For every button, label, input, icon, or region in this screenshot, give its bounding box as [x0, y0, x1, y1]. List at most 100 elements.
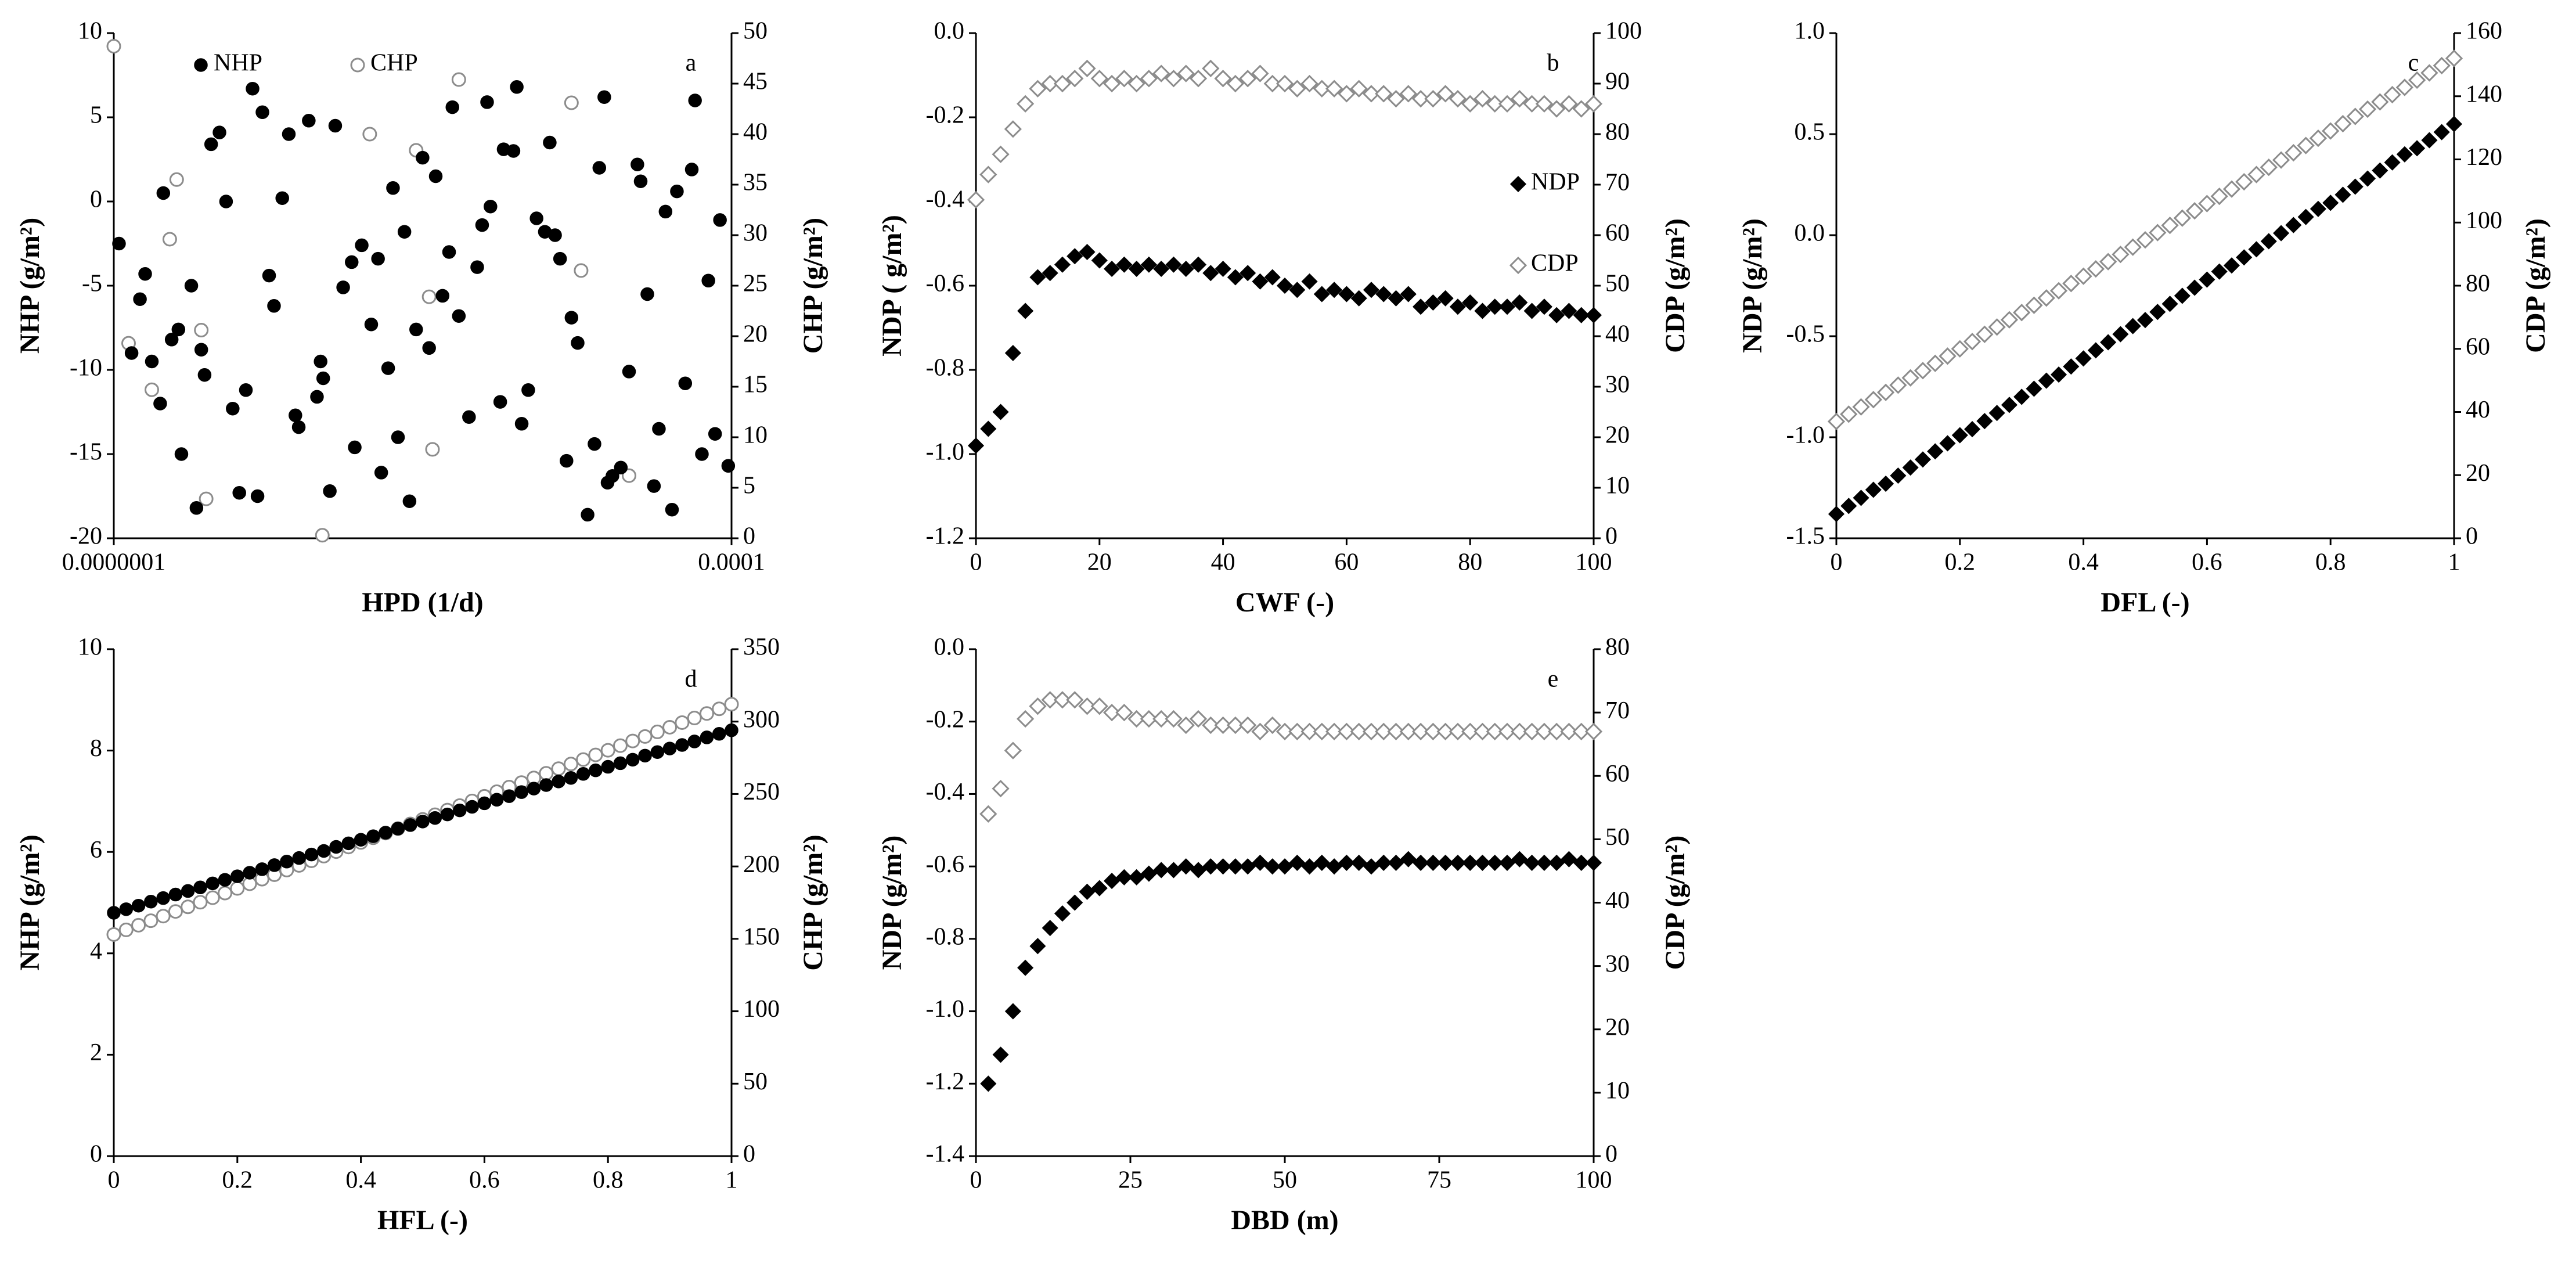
data-point	[1363, 858, 1380, 875]
x-tick-label: 25	[1118, 1167, 1143, 1194]
y-tick-label: 0.5	[1795, 119, 1825, 146]
data-point	[2445, 116, 2463, 132]
data-point	[2137, 312, 2154, 329]
data-point	[1264, 858, 1281, 875]
data-point	[416, 815, 430, 829]
data-point	[1889, 376, 1907, 394]
data-point	[665, 502, 679, 517]
data-point	[1988, 318, 2006, 336]
data-point	[521, 383, 535, 397]
data-point	[1890, 467, 1907, 484]
data-point	[1313, 80, 1331, 98]
data-point	[1523, 854, 1540, 871]
x-tick-label: 1	[726, 1167, 738, 1194]
y2-tick-label: 350	[743, 634, 780, 661]
y2-tick-label: 40	[1605, 887, 1630, 914]
data-point	[1214, 70, 1232, 88]
x-tick-label: 0.4	[345, 1167, 376, 1194]
data-point	[1079, 243, 1096, 261]
data-point	[574, 263, 589, 278]
data-point	[553, 251, 567, 266]
x-tick-label: 100	[1576, 549, 1612, 576]
data-point	[2409, 140, 2426, 157]
data-point	[2223, 257, 2240, 274]
data-point	[107, 906, 121, 920]
data-point	[2124, 318, 2141, 334]
x-tick-label: 100	[1576, 1167, 1612, 1194]
data-point	[2087, 260, 2105, 278]
data-point	[564, 311, 579, 325]
data-point	[1153, 862, 1170, 879]
panel: -1.2 -1.0 -0.8 -0.6 -0.4 -0.2 0.0 0 10 20 30 40 50 60…	[877, 18, 1691, 618]
data-point	[275, 191, 289, 205]
data-point	[428, 811, 442, 825]
data-point	[2384, 154, 2401, 171]
x-axis-title: HPD (1/d)	[362, 587, 483, 618]
data-point	[652, 422, 666, 436]
panel-label: b	[1547, 50, 1559, 77]
y-tick-label: -1.0	[1786, 422, 1825, 449]
data-point	[2222, 180, 2241, 198]
data-point	[1536, 298, 1552, 315]
data-point	[563, 757, 578, 772]
data-point	[1116, 256, 1133, 273]
data-point	[1313, 854, 1330, 871]
data-point	[1091, 252, 1108, 269]
data-point	[980, 420, 997, 437]
x-tick-label: 1	[2448, 549, 2460, 576]
x-axis-title: DFL (-)	[2101, 587, 2189, 618]
data-point	[2013, 388, 2030, 405]
data-point	[658, 204, 673, 219]
legend-label: CHP	[370, 50, 418, 77]
data-point	[539, 778, 553, 792]
data-point	[119, 902, 134, 916]
x-axis-title: HFL (-)	[377, 1205, 468, 1236]
data-point	[1498, 722, 1516, 740]
data-point	[589, 763, 603, 778]
data-point	[1177, 64, 1195, 82]
data-point	[2272, 151, 2290, 169]
data-point	[1572, 100, 1590, 118]
data-point	[1876, 383, 1895, 401]
data-point	[328, 118, 343, 133]
data-point	[622, 468, 637, 483]
data-point	[712, 701, 727, 717]
data-point	[1226, 716, 1245, 735]
data-point	[1004, 344, 1021, 362]
data-point	[1004, 120, 1022, 138]
legend-label: NHP	[214, 50, 262, 77]
data-point	[2161, 217, 2179, 235]
panel-label: a	[686, 50, 697, 77]
data-point	[1276, 277, 1294, 294]
data-point	[637, 729, 653, 744]
data-point	[2074, 267, 2092, 285]
data-point	[622, 365, 636, 379]
data-point	[1828, 506, 1845, 523]
y2-tick-label: 50	[743, 1068, 768, 1095]
data-point	[250, 489, 265, 503]
y-tick-label: 0	[90, 1141, 102, 1168]
data-point	[1363, 282, 1380, 298]
data-point	[1226, 74, 1245, 93]
data-point	[477, 796, 492, 811]
legend-marker	[1509, 256, 1527, 275]
data-point	[992, 404, 1009, 420]
data-point	[1486, 854, 1503, 871]
data-point	[2075, 350, 2092, 367]
y2-tick-label: 300	[743, 706, 780, 733]
data-point	[230, 881, 245, 896]
data-point	[1326, 282, 1343, 298]
data-point	[1498, 854, 1516, 871]
data-point	[1116, 869, 1133, 886]
data-point	[355, 238, 369, 253]
data-point	[1511, 851, 1528, 868]
data-point	[362, 127, 377, 142]
data-point	[1375, 854, 1392, 871]
x-tick-label: 0	[970, 549, 982, 576]
data-point	[1486, 298, 1503, 315]
data-point	[1388, 290, 1404, 307]
data-point	[2185, 202, 2204, 220]
data-point	[1325, 722, 1343, 740]
data-point	[2421, 132, 2438, 149]
